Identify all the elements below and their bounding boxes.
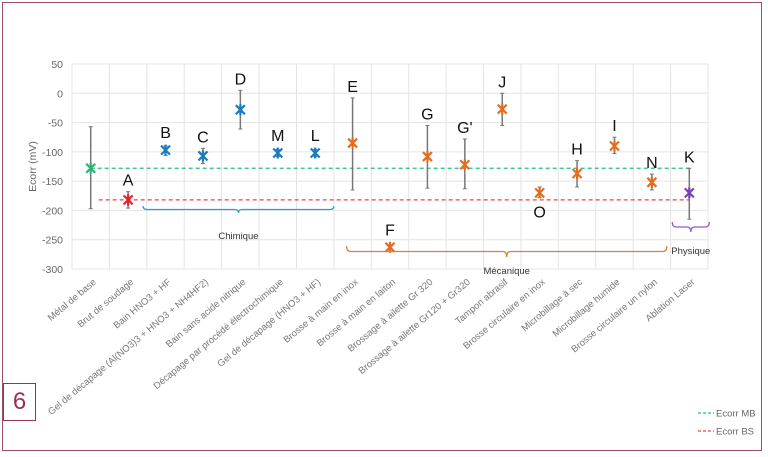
legend-label: Ecorr MB [716,409,756,420]
data-point-star [496,103,508,115]
data-point-star [122,194,134,206]
data-point-star [160,144,171,156]
point-label: H [571,142,583,159]
data-point-star [85,162,96,174]
point-label: N [646,155,658,172]
data-point-star [197,150,209,162]
point-label: O [533,205,545,222]
data-point-star [235,104,246,116]
y-tick-label: -200 [42,205,63,217]
figure-number-badge: 6 [3,383,36,421]
point-label: G' [457,120,473,137]
y-tick-label: -50 [48,118,63,130]
data-point-star [534,187,545,199]
y-tick-label: -250 [42,235,63,247]
y-tick-label: 0 [57,88,63,100]
point-label: E [347,79,358,96]
group-bracket [142,205,335,214]
point-label: F [385,222,395,239]
data-point-star [571,168,583,180]
point-label: A [123,173,134,190]
point-label: B [160,125,171,142]
point-label: L [311,128,320,145]
point-label: K [684,149,695,166]
y-tick-label: -300 [42,264,63,276]
group-bracket [345,245,668,258]
y-tick-label: -150 [42,176,63,188]
y-tick-label: -100 [42,147,63,159]
data-point-star [459,159,471,171]
data-point-star [422,151,433,163]
group-bracket [671,221,710,233]
group-label: Mécanique [483,266,529,277]
data-point-star [684,187,695,199]
data-point-star [309,147,321,159]
point-label: J [498,74,506,91]
group-label: Chimique [218,231,258,242]
legend-label: Ecorr BS [716,427,754,438]
data-point-star [347,137,358,149]
y-tick-label: 50 [51,59,63,71]
figure-frame [2,2,762,451]
data-point-star [272,147,284,159]
point-label: C [197,129,209,146]
point-label: I [612,118,616,135]
point-label: D [235,71,247,88]
group-label: Physique [671,246,710,257]
x-tick-label: Microbillage humide [551,277,623,340]
data-point-star [646,176,658,188]
point-label: G [421,107,433,124]
data-point-star [609,140,620,152]
y-axis-title: Ecorr (mV) [27,141,39,192]
point-label: M [271,128,284,145]
